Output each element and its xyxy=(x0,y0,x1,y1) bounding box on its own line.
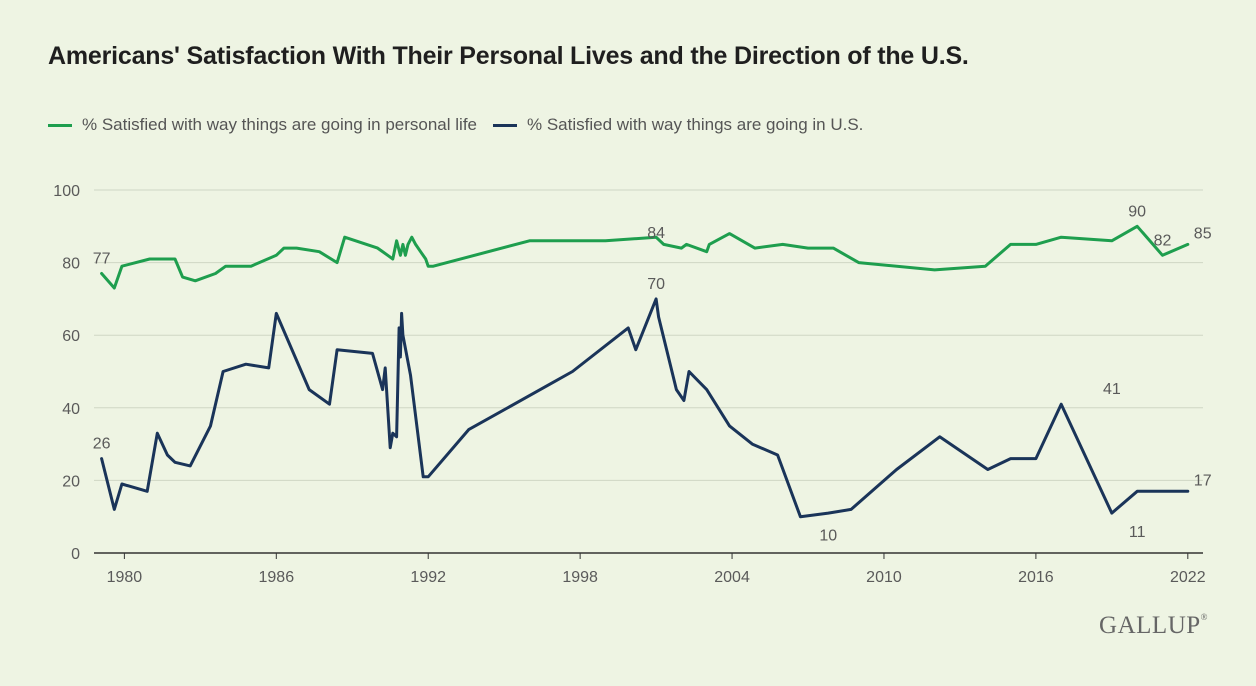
series-lines xyxy=(100,224,1190,519)
data-label: 77 xyxy=(93,250,111,267)
x-tick-label: 2022 xyxy=(1170,569,1206,586)
x-tick-label: 1986 xyxy=(259,569,295,586)
legend-swatch-us xyxy=(493,123,517,127)
series-line-personal-life xyxy=(100,224,1190,290)
data-label: 17 xyxy=(1194,472,1212,489)
data-label: 85 xyxy=(1194,225,1212,242)
chart-legend: % Satisfied with way things are going in… xyxy=(48,115,879,135)
gallup-logo: GALLUP® xyxy=(1099,612,1208,639)
x-tick-label: 2004 xyxy=(714,569,750,586)
data-label: 90 xyxy=(1128,203,1146,220)
data-label: 84 xyxy=(647,225,665,242)
x-tick-label: 1992 xyxy=(410,569,446,586)
y-tick-label: 100 xyxy=(53,183,80,200)
legend-item-us: % Satisfied with way things are going in… xyxy=(493,115,863,135)
series-line-us xyxy=(100,297,1190,519)
x-tick-label: 1998 xyxy=(562,569,598,586)
data-label: 10 xyxy=(819,528,837,545)
y-tick-label: 20 xyxy=(62,473,80,490)
chart-title: Americans' Satisfaction With Their Perso… xyxy=(48,42,969,70)
x-tick-label: 1980 xyxy=(107,569,143,586)
data-label: 26 xyxy=(93,436,111,453)
data-label: 41 xyxy=(1103,381,1121,398)
data-label: 11 xyxy=(1129,524,1146,541)
legend-swatch-personal-life xyxy=(48,123,72,127)
y-tick-label: 0 xyxy=(71,546,80,563)
axes: 0 20 40 60 80 100 1980 1986 1992 1998 2004 2010 2016… xyxy=(53,183,1205,586)
y-tick-label: 60 xyxy=(62,328,80,345)
legend-item-personal-life: % Satisfied with way things are going in… xyxy=(48,115,477,135)
x-tick-label: 2016 xyxy=(1018,569,1054,586)
legend-label-us: % Satisfied with way things are going in… xyxy=(527,115,864,134)
data-label: 82 xyxy=(1154,232,1172,249)
x-tick-label: 2010 xyxy=(866,569,902,586)
grid-lines xyxy=(94,189,1203,481)
y-tick-label: 40 xyxy=(62,401,80,418)
legend-label-personal-life: % Satisfied with way things are going in… xyxy=(82,115,477,134)
data-label: 70 xyxy=(647,276,665,293)
y-tick-label: 80 xyxy=(62,256,80,273)
data-labels: 77 84 90 82 85 26 70 10 41 11 17 xyxy=(93,203,1212,544)
